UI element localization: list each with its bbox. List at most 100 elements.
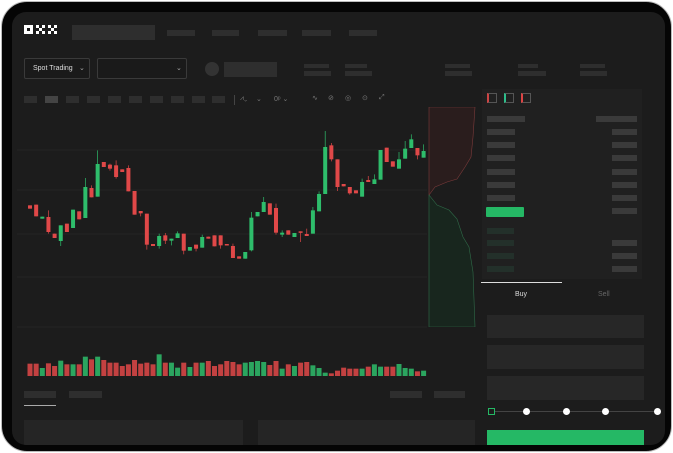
settings-icon[interactable]: ◎ [345,95,352,102]
tab-open-orders[interactable] [24,391,56,398]
volume-bar [353,368,359,376]
candle-body [34,204,39,217]
candle-body [347,187,352,194]
candle-body [169,238,174,241]
candle-body [101,162,106,167]
tab-buy[interactable]: Buy [515,291,528,298]
slider-step[interactable] [523,408,530,415]
candle-body [224,244,229,246]
slider-step[interactable] [488,408,495,415]
candle-body [151,244,155,246]
candle-body [52,233,57,238]
ask-price [487,182,515,188]
price-input[interactable] [487,315,644,338]
fullscreen-icon[interactable]: ⤢ [379,94,385,101]
orderbook-asks-icon[interactable] [521,93,531,103]
orderbook-bids-icon[interactable] [504,93,514,103]
candle-body [329,145,334,160]
volume-bar [175,367,181,376]
search-bar[interactable] [72,25,155,40]
timeframe-button[interactable] [212,96,225,103]
nav-item[interactable] [349,30,377,36]
volume-bar [421,370,427,376]
candle-body [194,244,199,249]
volume-bar [89,359,94,376]
line-tool-icon[interactable]: ∿ [312,95,318,102]
volume-bar [414,371,420,376]
volume-bar [70,364,76,376]
candle-body [304,234,309,236]
okx-logo[interactable] [24,24,62,36]
amount-slider-track[interactable] [491,411,657,412]
volume-bar [365,366,371,376]
candlestick-chart[interactable] [17,112,427,377]
volume-bar [341,367,347,376]
buy-tab-underline [481,282,562,283]
volume-bar [82,356,88,376]
volume-bar [359,368,365,376]
timeframe-button[interactable] [87,96,100,103]
volume-bar [101,360,107,376]
candle-body [64,223,69,232]
indicator-icon[interactable]: ⩘⌄ [240,95,248,102]
pair-dropdown[interactable]: ⌄ [97,58,187,79]
ask-price [487,169,515,175]
tab-sell[interactable]: Sell [598,291,610,298]
tab-order-history[interactable] [69,391,102,398]
candle-body [83,187,88,218]
candle-body [138,211,143,214]
volume-bar [193,362,199,376]
volume-bar [33,363,39,376]
timeframe-button[interactable] [108,96,121,103]
nav-item[interactable] [302,30,331,36]
draw-icon[interactable]: ⊘ [328,95,334,102]
spot-trading-dropdown[interactable]: Spot Trading ⌄ [24,58,90,79]
volume-bar [218,364,224,376]
candle-body [280,232,285,235]
candle-body [310,210,315,234]
timeframe-icon[interactable]: 0ᵖ ⌄ [274,96,289,103]
slider-step[interactable] [563,408,570,415]
timeframe-button[interactable] [171,96,184,103]
buy-submit-button[interactable] [487,430,644,445]
volume-bar [285,364,291,376]
nav-item[interactable] [212,30,239,36]
volume-bar [187,367,193,376]
candle-body [261,202,266,212]
ask-price [487,155,515,161]
candle-body [403,148,408,159]
amount-input[interactable] [487,345,644,369]
candle-body [114,165,119,177]
timeframe-button[interactable] [45,96,58,103]
timeframe-button[interactable] [24,96,37,103]
candle-body [341,184,346,187]
candle-body [292,233,297,237]
chart-type-icon[interactable]: ⌄ [256,96,262,103]
candle-body [353,190,358,194]
candle-body [286,230,291,235]
nav-item[interactable] [258,30,287,36]
stat-label [304,64,329,68]
timeframe-button[interactable] [150,96,163,103]
slider-step[interactable] [654,408,661,415]
ask-size [612,169,637,175]
depth-chart [428,107,476,327]
timeframe-button[interactable] [129,96,142,103]
volume-bar [45,363,51,376]
volume-bar [273,361,279,376]
orderbook-both-icon[interactable] [487,93,497,103]
camera-icon[interactable]: ⊙ [362,95,368,102]
stat-label [518,64,538,68]
timeframe-button[interactable] [192,96,205,103]
total-input[interactable] [487,376,644,400]
filter-button[interactable] [434,391,465,398]
stat-value [304,71,331,76]
volume-bar [279,368,285,376]
volume-bar [181,362,187,376]
slider-step[interactable] [602,408,609,415]
stat-value [345,71,372,76]
timeframe-button[interactable] [66,96,79,103]
filter-button[interactable] [390,391,422,398]
nav-item[interactable] [167,30,195,36]
